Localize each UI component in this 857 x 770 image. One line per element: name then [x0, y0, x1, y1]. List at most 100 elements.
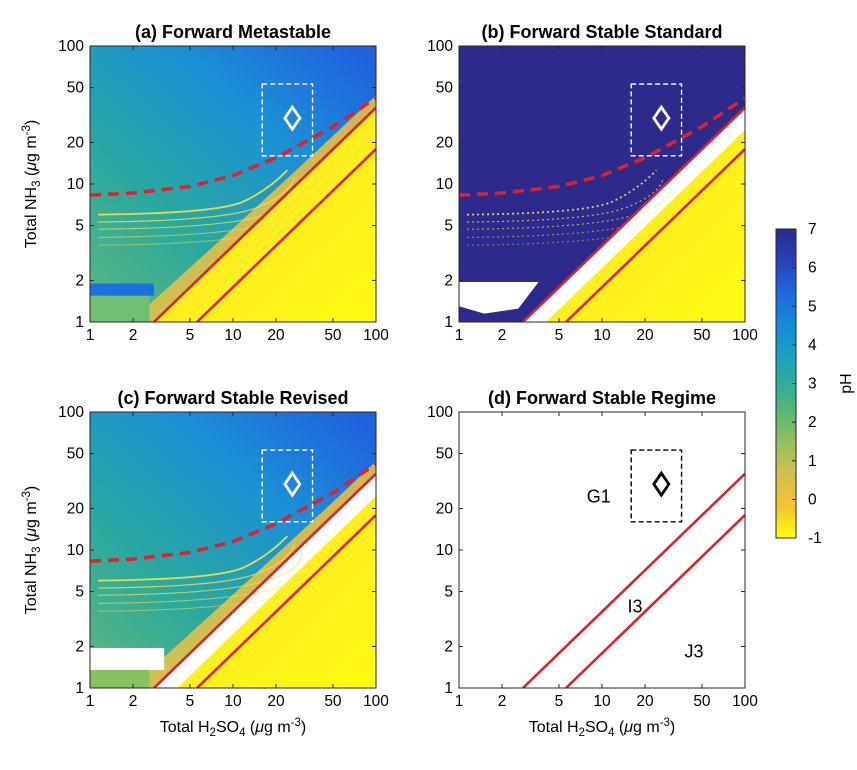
x-tick-label: 5	[555, 693, 564, 710]
x-tick-label: 10	[224, 693, 242, 710]
highlight-box	[261, 449, 314, 523]
label-part: SO	[585, 719, 608, 736]
colorbar-tick-label: 1	[808, 453, 817, 470]
label-part: Total H	[529, 719, 579, 736]
panel-a: 1 2 5 10 20 50 100 1 2 5 10 20 50 100 (a) Forward Meta…	[21, 22, 389, 344]
x-tick-label: 1	[455, 327, 464, 344]
regime-line-2	[196, 148, 376, 322]
x-tick-label: 1	[86, 693, 95, 710]
y-tick-label: 50	[436, 80, 454, 97]
low-nh3-white-patch	[90, 647, 165, 671]
x-tick-label: 20	[267, 327, 285, 344]
x-tick-label: 20	[636, 693, 654, 710]
y-tick-label: 20	[436, 500, 454, 517]
x-tick-label: 20	[636, 327, 654, 344]
heatmap-streak	[97, 184, 303, 230]
colorbar-tick-label: 0	[808, 491, 817, 508]
label-part: (	[245, 719, 255, 736]
heatmap-streak	[97, 543, 296, 589]
dashed-boundary-curve	[90, 462, 376, 563]
y-tick-label: 10	[67, 176, 85, 193]
low-nh3-green-strip	[90, 670, 150, 688]
diamond-marker	[652, 470, 671, 498]
panel-d: G1 I3 J3 1 2 5 10 20 50 100 1 2 5 10 20 50 100 (d) Forwar…	[427, 388, 758, 739]
y-tick-label: 50	[67, 80, 85, 97]
label-part: )	[23, 120, 40, 125]
label-part: g m	[264, 719, 291, 736]
colorbar-tick-label: 7	[808, 221, 817, 238]
low-nh3-white-patch	[459, 281, 539, 314]
colorbar: 7 6 5 4 3 2 1 0 -1 pH	[775, 221, 855, 547]
subscript: 3	[31, 547, 43, 553]
x-tick-label: 1	[86, 327, 95, 344]
mu-symbol: μ	[254, 719, 264, 736]
subscript: 3	[31, 181, 43, 187]
diamond-marker	[283, 470, 302, 498]
y-tick-label: 50	[436, 446, 454, 463]
label-part: (	[23, 170, 40, 180]
label-part: Total NH	[23, 187, 40, 248]
y-tick-label: 5	[75, 218, 84, 235]
subscript: 2	[579, 727, 585, 739]
colorbar-label: pH	[838, 373, 855, 393]
y-tick-label: 1	[444, 680, 453, 697]
y-tick-label: 2	[75, 272, 84, 289]
heatmap-streak	[97, 558, 311, 604]
colorbar-tick-label: 5	[808, 298, 817, 315]
y-tick-label: 100	[58, 404, 84, 421]
x-tick-label: 10	[593, 693, 611, 710]
y-axis-label: Total NH3 (μg m-3)	[21, 486, 43, 615]
heatmap-streak	[97, 535, 289, 582]
label-part: SO	[216, 719, 239, 736]
y-tick-label: 100	[427, 404, 453, 421]
y-tick-label: 5	[444, 584, 453, 601]
y-tick-label: 1	[75, 314, 84, 331]
x-tick-label: 2	[129, 327, 138, 344]
panel-title: (b) Forward Stable Standard	[481, 22, 722, 42]
x-tick-label: 100	[363, 327, 389, 344]
heatmap-streak	[97, 192, 311, 238]
panel-b: 1 2 5 10 20 50 100 1 2 5 10 20 50 100 (b) Forward Stab…	[427, 22, 758, 344]
low-nh3-green-strip	[90, 295, 150, 322]
highlight-box	[630, 449, 683, 523]
colorbar-tick-label: 6	[808, 260, 817, 277]
panel-c: 1 2 5 10 20 50 100 1 2 5 10 20 50 100 (c) Forward Stab…	[21, 388, 389, 739]
superscript: -3	[21, 491, 33, 501]
mu-symbol: μ	[623, 719, 633, 736]
x-tick-label: 5	[555, 327, 564, 344]
colorbar-tick-label: 4	[808, 337, 817, 354]
y-tick-label: 2	[75, 638, 84, 655]
label-part: g m	[23, 501, 40, 528]
label-part: )	[670, 719, 675, 736]
low-nh3-blue-strip	[90, 283, 154, 296]
plot-area-a	[90, 46, 376, 322]
heatmap-streak	[97, 566, 319, 612]
y-tick-label: 5	[444, 218, 453, 235]
y-axis-label: Total NH3 (μg m-3)	[21, 120, 43, 249]
panel-title: (c) Forward Stable Revised	[117, 388, 348, 408]
label-part: (	[23, 536, 40, 546]
colorbar-tick-label: 2	[808, 414, 817, 431]
heatmap-streak	[466, 192, 680, 238]
y-tick-label: 20	[67, 500, 85, 517]
heatmap-streak	[466, 200, 688, 246]
x-tick-label: 5	[186, 693, 195, 710]
y-tick-label: 2	[444, 272, 453, 289]
x-tick-label: 10	[593, 327, 611, 344]
label-part: g m	[23, 135, 40, 162]
x-tick-label: 100	[732, 693, 758, 710]
subscript: 4	[608, 727, 615, 739]
regime-line-1	[522, 472, 745, 688]
panel-title: (d) Forward Stable Regime	[488, 388, 716, 408]
diamond-marker	[283, 104, 302, 132]
y-tick-label: 50	[67, 446, 85, 463]
label-part: (	[614, 719, 624, 736]
x-tick-label: 50	[693, 327, 711, 344]
panel-title: (a) Forward Metastable	[135, 22, 331, 42]
label-part: Total NH	[23, 553, 40, 614]
colorbar-tick-label: 3	[808, 376, 817, 393]
dashed-boundary-curve	[90, 96, 376, 197]
y-tick-label: 10	[67, 542, 85, 559]
y-tick-label: 1	[444, 314, 453, 331]
